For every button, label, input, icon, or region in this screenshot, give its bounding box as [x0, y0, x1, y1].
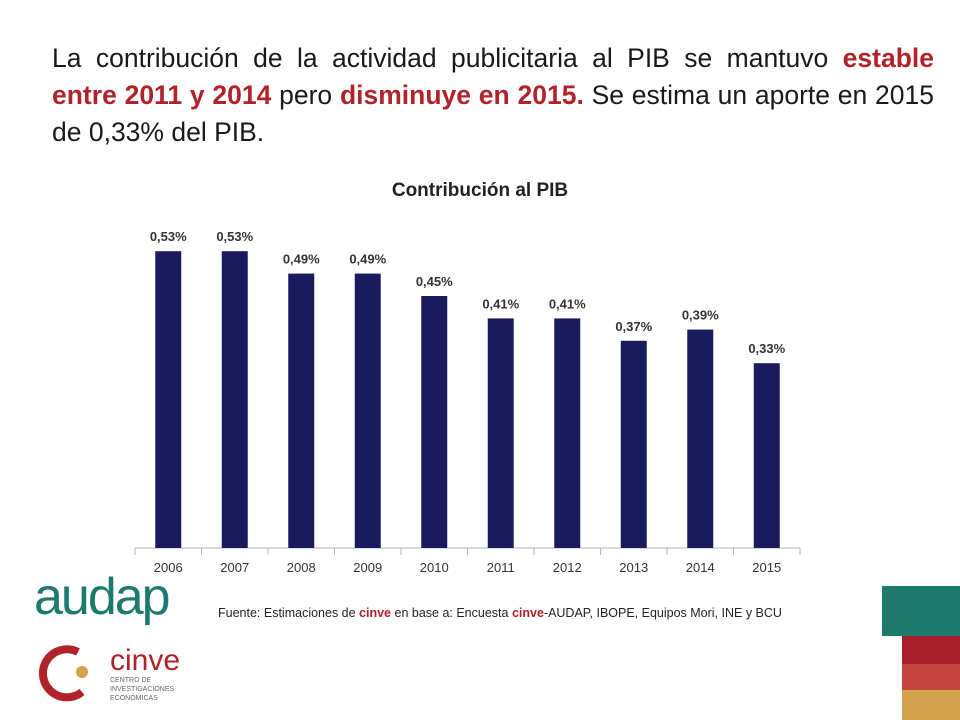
- logos: audap cinve CENTRO DE INVESTIGACIONES EC…: [34, 568, 180, 702]
- headline-highlight-decrease: disminuye en 2015.: [339, 80, 584, 110]
- x-tick-label-2012: 2012: [553, 560, 582, 575]
- bar-2007: [221, 251, 248, 548]
- x-tick-label-2008: 2008: [287, 560, 316, 575]
- data-label-2008: 0,49%: [283, 252, 320, 267]
- bar-2015: [753, 363, 780, 548]
- bar-2013: [620, 340, 647, 548]
- data-label-2009: 0,49%: [349, 252, 386, 267]
- bar-2010: [421, 296, 448, 548]
- bar-2006: [155, 251, 182, 548]
- stripe-red-light: [902, 664, 960, 690]
- stripe-teal: [882, 586, 960, 636]
- bar-chart: 0,53% 2006 0,53% 2007 0,49% 2008 0,49% 2009 0,45…: [134, 229, 801, 575]
- x-tick-label-2011: 2011: [487, 560, 515, 575]
- chart-title: Contribución al PIB: [391, 180, 569, 201]
- cinve-subtitle-2: INVESTIGACIONES: [110, 686, 175, 693]
- source-brand-cinve: cinve: [359, 606, 392, 620]
- bar-2009: [354, 273, 381, 548]
- source-brand-cinve-2: cinve: [511, 606, 544, 620]
- x-tick-label-2014: 2014: [686, 560, 715, 575]
- bar-2011: [487, 318, 514, 548]
- cinve-subtitle-1: CENTRO DE: [110, 677, 152, 684]
- stripe-red: [902, 636, 960, 664]
- bar-2014: [687, 329, 714, 548]
- source-note: Fuente: Estimaciones de cinve en base a:…: [218, 604, 854, 622]
- headline: La contribución de la actividad publicit…: [52, 40, 934, 151]
- source-suffix: -AUDAP, IBOPE, Equipos Mori, INE y BCU: [543, 606, 782, 620]
- data-label-2006: 0,53%: [150, 229, 187, 244]
- headline-highlight-stable: estable entre 2011 y 2014: [52, 43, 934, 110]
- headline-text-2: pero: [271, 80, 340, 110]
- x-tick-label-2013: 2013: [619, 560, 648, 575]
- headline-text-3: Se estima un aporte en 2015 de 0,33% del…: [52, 80, 935, 147]
- bar-2012: [554, 318, 581, 548]
- cinve-subtitle-3: ECONÓMICAS: [110, 693, 158, 702]
- source-prefix: Fuente: Estimaciones de: [218, 606, 360, 620]
- cinve-logo: cinve: [110, 644, 180, 677]
- data-label-2010: 0,45%: [416, 274, 453, 289]
- cinve-logo-mark: [39, 645, 88, 702]
- bar-2008: [288, 273, 315, 548]
- data-label-2015: 0,33%: [748, 341, 785, 356]
- x-tick-label-2009: 2009: [353, 560, 382, 575]
- data-label-2013: 0,37%: [615, 319, 652, 334]
- data-label-2011: 0,41%: [482, 296, 519, 311]
- stripe-gold: [902, 690, 960, 720]
- x-tick-label-2007: 2007: [220, 560, 249, 575]
- source-mid: en base a: Encuesta: [391, 606, 512, 620]
- headline-text-1: La contribución de la actividad publicit…: [52, 43, 843, 73]
- audap-logo: audap: [34, 568, 169, 626]
- decorative-stripes: [882, 586, 960, 720]
- x-tick-label-2015: 2015: [752, 560, 781, 575]
- x-tick-label-2010: 2010: [420, 560, 449, 575]
- data-label-2014: 0,39%: [682, 308, 719, 323]
- data-label-2007: 0,53%: [216, 229, 253, 244]
- x-tick-label-2006: 2006: [154, 560, 183, 575]
- data-label-2012: 0,41%: [549, 296, 586, 311]
